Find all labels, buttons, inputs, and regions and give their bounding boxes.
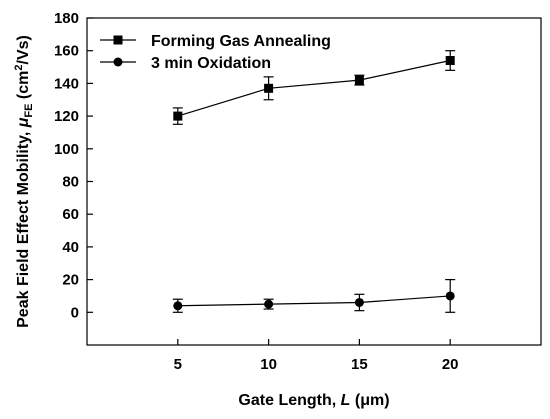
legend-label: Forming Gas Annealing: [151, 33, 331, 50]
y-tick-label: 40: [62, 239, 79, 256]
y-tick-label: 0: [71, 304, 79, 321]
series-1: [172, 50, 456, 125]
y-axis-title: Peak Field Effect Mobility, μFE (cm2/Vs): [13, 35, 35, 328]
x-tick-label: 5: [174, 356, 182, 373]
data-point-square: [354, 75, 364, 85]
data-point-circle: [173, 301, 183, 311]
x-tick-label: 15: [351, 356, 368, 373]
y-tick-label: 20: [62, 272, 79, 289]
axis-ticks: 0 20 40 60 80 100 120 140 160 180 5 10 15 20: [54, 10, 459, 373]
y-tick-label: 180: [54, 10, 79, 27]
y-tick-label: 60: [62, 206, 79, 223]
y-tick-label: 120: [54, 108, 79, 125]
series-line: [177, 59, 451, 117]
y-tick-label: 140: [54, 75, 79, 92]
data-point-circle: [445, 291, 455, 301]
data-point-square: [264, 83, 274, 93]
legend: Forming Gas Annealing 3 min Oxidation: [100, 33, 331, 72]
series-group: [172, 50, 456, 313]
data-point-circle: [264, 299, 274, 309]
data-point-circle: [354, 297, 364, 307]
data-point-circle: [113, 57, 123, 67]
series-2: [172, 279, 456, 313]
legend-label: 3 min Oxidation: [151, 55, 271, 72]
x-tick-label: 20: [442, 356, 459, 373]
data-point-square: [445, 56, 455, 66]
legend-item: Forming Gas Annealing: [100, 33, 331, 50]
x-axis-title: Gate Length, L (μm): [238, 392, 389, 409]
x-tick-label: 10: [260, 356, 277, 373]
series-line: [177, 295, 451, 307]
y-tick-label: 80: [62, 174, 79, 191]
data-point-square: [113, 35, 123, 45]
y-tick-label: 160: [54, 43, 79, 60]
data-point-square: [173, 111, 183, 121]
legend-item: 3 min Oxidation: [100, 55, 271, 72]
y-tick-label: 100: [54, 141, 79, 158]
